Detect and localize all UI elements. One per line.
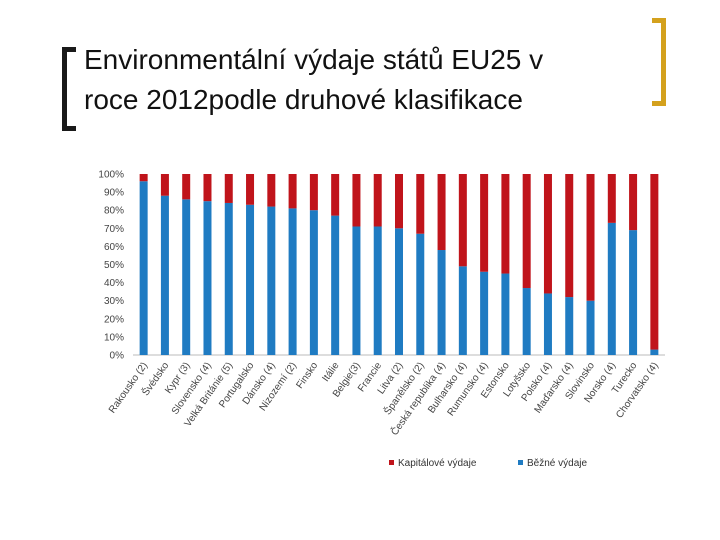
bar-current	[395, 228, 403, 355]
y-tick-label: 90%	[104, 188, 124, 199]
bar-capital	[331, 174, 340, 216]
bar-capital	[224, 174, 233, 203]
y-tick-label: 20%	[104, 314, 124, 325]
y-tick-label: 70%	[104, 224, 124, 235]
bar-capital	[182, 174, 191, 200]
bar-capital	[373, 174, 382, 227]
y-tick-label: 80%	[104, 206, 124, 217]
bar-current	[182, 199, 191, 355]
bar-capital	[501, 174, 510, 274]
legend-swatch	[518, 460, 523, 465]
bar-current	[203, 201, 212, 355]
y-tick-label: 30%	[104, 296, 124, 307]
x-tick-label: Finsko	[294, 360, 320, 391]
bar-current	[373, 226, 382, 355]
bar-capital	[246, 174, 255, 205]
bar-capital	[352, 174, 361, 227]
bar-current	[309, 210, 318, 355]
slide-title: Environmentální výdaje států EU25 v roce…	[84, 40, 644, 120]
bar-current	[565, 297, 574, 355]
legend-label: Běžné výdaje	[527, 458, 587, 469]
y-tick-label: 10%	[104, 332, 124, 343]
bar-current	[288, 208, 297, 355]
bar-capital	[395, 174, 403, 229]
bar-current	[352, 226, 361, 355]
bar-current	[160, 195, 169, 355]
bar-capital	[416, 174, 425, 234]
bar-current	[543, 293, 552, 355]
bar-current	[224, 202, 233, 355]
bar-capital	[629, 174, 638, 231]
bar-capital	[586, 174, 595, 301]
bar-current	[139, 181, 148, 355]
bar-capital	[565, 174, 574, 298]
legend-label: Kapitálové výdaje	[398, 458, 477, 469]
bar-current	[458, 266, 467, 355]
bar-current	[607, 222, 616, 355]
bar-current	[629, 230, 638, 355]
y-tick-label: 40%	[104, 278, 124, 289]
bar-capital	[522, 174, 531, 289]
bar-current	[501, 273, 510, 355]
bar-capital	[203, 174, 212, 202]
legend-swatch	[389, 460, 394, 465]
bar-capital	[607, 174, 616, 223]
bar-capital	[139, 174, 148, 182]
title-right-bracket	[652, 18, 666, 106]
title-left-bracket	[62, 47, 76, 131]
title-line-1: Environmentální výdaje států EU25 v	[84, 44, 544, 75]
bar-current	[437, 250, 446, 355]
bar-capital	[650, 174, 659, 350]
y-tick-label: 100%	[98, 170, 124, 181]
bar-capital	[480, 174, 489, 272]
bar-capital	[267, 174, 276, 207]
bar-current	[586, 300, 595, 355]
bar-capital	[458, 174, 467, 267]
title-line-2: roce 2012podle druhové klasifikace	[84, 84, 523, 115]
bar-current	[522, 288, 531, 355]
y-tick-label: 0%	[110, 351, 125, 362]
bar-capital	[309, 174, 318, 211]
bar-capital	[543, 174, 552, 294]
bar-current	[650, 349, 659, 355]
bar-capital	[288, 174, 297, 209]
x-tick-label: Itálie	[320, 360, 341, 384]
bar-current	[480, 271, 489, 355]
y-tick-label: 50%	[104, 260, 124, 271]
y-tick-label: 60%	[104, 242, 124, 253]
bar-capital	[437, 174, 446, 251]
bar-current	[331, 215, 340, 355]
bar-capital	[160, 174, 169, 196]
bar-current	[267, 206, 276, 355]
bar-current	[246, 204, 255, 355]
bar-current	[416, 233, 425, 355]
